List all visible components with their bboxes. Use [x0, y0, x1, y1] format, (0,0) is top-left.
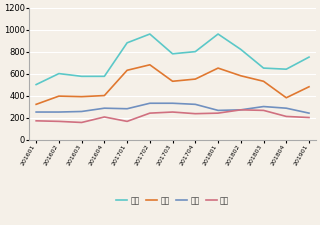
亚洲 — [57, 72, 61, 75]
北美 — [239, 108, 243, 111]
欧洲 — [216, 112, 220, 115]
北美 — [193, 103, 197, 106]
中国 — [307, 86, 311, 88]
中国 — [102, 94, 106, 97]
北美 — [284, 107, 288, 110]
北美 — [262, 105, 266, 108]
北美 — [307, 112, 311, 115]
北美 — [125, 107, 129, 110]
亚洲 — [34, 83, 38, 86]
亚洲 — [171, 52, 174, 55]
北美 — [57, 111, 61, 113]
亚洲 — [239, 48, 243, 51]
中国 — [148, 63, 152, 66]
中国 — [57, 95, 61, 97]
Line: 北美: 北美 — [36, 103, 309, 113]
北美 — [148, 102, 152, 105]
北美 — [34, 111, 38, 113]
欧洲 — [171, 111, 174, 113]
Legend: 亚洲, 中国, 北美, 欧洲: 亚洲, 中国, 北美, 欧洲 — [113, 193, 232, 208]
欧洲 — [125, 120, 129, 123]
亚洲 — [262, 67, 266, 70]
亚洲 — [307, 56, 311, 58]
欧洲 — [284, 115, 288, 118]
亚洲 — [125, 41, 129, 44]
北美 — [171, 102, 174, 105]
中国 — [171, 80, 174, 83]
欧洲 — [148, 112, 152, 115]
欧洲 — [262, 109, 266, 112]
亚洲 — [102, 75, 106, 78]
欧洲 — [307, 116, 311, 119]
亚洲 — [148, 33, 152, 35]
亚洲 — [80, 75, 84, 78]
北美 — [102, 107, 106, 110]
中国 — [34, 103, 38, 106]
中国 — [239, 74, 243, 77]
中国 — [80, 95, 84, 98]
欧洲 — [193, 112, 197, 115]
欧洲 — [57, 120, 61, 123]
中国 — [193, 78, 197, 80]
Line: 欧洲: 欧洲 — [36, 110, 309, 122]
欧洲 — [102, 116, 106, 118]
欧洲 — [239, 108, 243, 111]
中国 — [284, 96, 288, 99]
中国 — [262, 80, 266, 83]
北美 — [216, 109, 220, 112]
亚洲 — [216, 33, 220, 35]
中国 — [216, 67, 220, 70]
亚洲 — [284, 68, 288, 71]
Line: 亚洲: 亚洲 — [36, 34, 309, 85]
北美 — [80, 110, 84, 113]
欧洲 — [34, 119, 38, 122]
欧洲 — [80, 121, 84, 124]
Line: 中国: 中国 — [36, 65, 309, 104]
中国 — [125, 69, 129, 72]
亚洲 — [193, 50, 197, 53]
